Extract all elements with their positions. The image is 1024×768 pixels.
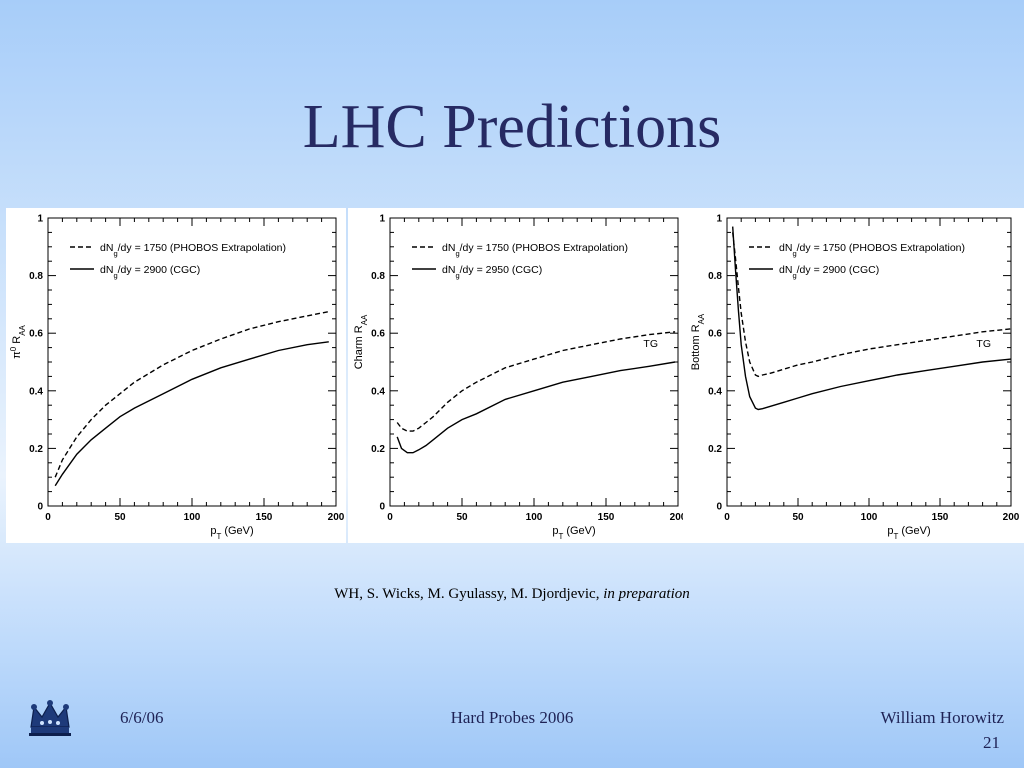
dashed-series-line <box>396 331 676 432</box>
y-tick-label: 0.6 <box>371 329 385 340</box>
y-tick-label: 0.2 <box>708 444 722 455</box>
legend-label: dNg/dy = 2950 (CGC) <box>442 264 542 280</box>
dashed-series-line <box>732 232 1012 378</box>
page-number: 21 <box>983 733 1000 752</box>
bottom-raa-chart: 0 50 100 150 200 0 0.2 0.4 0.6 0.8 1 pT (GeV) Bottom… <box>683 208 1024 543</box>
y-tick-label: 0.8 <box>371 271 385 282</box>
y-tick-label: 1 <box>37 214 43 225</box>
x-tick-label: 150 <box>256 512 273 523</box>
y-tick-label: 0.6 <box>708 329 722 340</box>
x-tick-label: 200 <box>1003 512 1020 523</box>
footer-event: Hard Probes 2006 <box>450 708 574 727</box>
y-tick-label: 0.4 <box>29 386 43 397</box>
y-tick-label: 0.2 <box>29 444 43 455</box>
plot-frame <box>47 217 337 507</box>
solid-series-line <box>732 226 1012 411</box>
y-tick-label: 0.2 <box>371 444 385 455</box>
x-axis-label: pT (GeV) <box>552 525 595 541</box>
slide-title: LHC Predictions <box>302 93 722 161</box>
legend-label: dNg/dy = 2900 (CGC) <box>779 264 879 280</box>
model-annotation: TG <box>976 338 991 350</box>
legend-label: dNg/dy = 1750 (PHOBOS Extrapolation) <box>442 242 628 258</box>
plot-frame <box>726 217 1012 507</box>
y-axis-label: π0 RAA <box>9 325 27 359</box>
x-tick-label: 50 <box>792 512 804 523</box>
x-tick-label: 50 <box>114 512 126 523</box>
y-tick-label: 0.8 <box>708 271 722 282</box>
dashed-series-line <box>54 310 329 478</box>
x-tick-label: 0 <box>724 512 730 523</box>
x-axis-label: pT (GeV) <box>887 525 930 541</box>
footer-author: William Horowitz <box>880 708 1004 727</box>
y-tick-label: 0.6 <box>29 329 43 340</box>
y-tick-label: 0 <box>379 502 385 513</box>
y-tick-label: 0.8 <box>29 271 43 282</box>
x-tick-label: 150 <box>932 512 949 523</box>
y-axis-label: Charm RAA <box>353 314 369 369</box>
x-axis-label: pT (GeV) <box>210 525 253 541</box>
x-tick-label: 0 <box>387 512 393 523</box>
y-tick-label: 0 <box>716 502 722 513</box>
crown-icon <box>26 699 74 744</box>
x-tick-label: 200 <box>328 512 345 523</box>
plot-frame <box>389 217 679 507</box>
pi0-raa-chart: 0 50 100 150 200 0 0.2 0.4 0.6 0.8 1 pT (GeV) π0 RAA… <box>6 208 346 543</box>
solid-series-line <box>396 361 676 454</box>
y-tick-label: 0 <box>37 502 43 513</box>
x-tick-label: 200 <box>670 512 687 523</box>
y-tick-label: 0.4 <box>371 386 385 397</box>
y-axis-label: Bottom RAA <box>690 313 706 370</box>
y-tick-label: 1 <box>716 214 722 225</box>
y-tick-label: 1 <box>379 214 385 225</box>
model-annotation: TG <box>643 338 658 350</box>
legend-label: dNg/dy = 1750 (PHOBOS Extrapolation) <box>100 242 286 258</box>
citation-authors: WH, S. Wicks, M. Gyulassy, M. Djordjevic… <box>334 586 604 602</box>
x-tick-label: 100 <box>861 512 878 523</box>
citation: WH, S. Wicks, M. Gyulassy, M. Djordjevic… <box>0 586 1024 603</box>
x-tick-label: 100 <box>526 512 543 523</box>
x-tick-label: 0 <box>45 512 51 523</box>
x-tick-label: 150 <box>598 512 615 523</box>
legend-label: dNg/dy = 1750 (PHOBOS Extrapolation) <box>779 242 965 258</box>
x-tick-label: 50 <box>456 512 468 523</box>
legend-label: dNg/dy = 2900 (CGC) <box>100 264 200 280</box>
x-tick-label: 100 <box>184 512 201 523</box>
charm-raa-chart: 0 50 100 150 200 0 0.2 0.4 0.6 0.8 1 pT (GeV) Charm … <box>348 208 690 543</box>
citation-status: in preparation <box>603 586 690 602</box>
footer-date: 6/6/06 <box>120 708 164 727</box>
y-tick-label: 0.4 <box>708 386 722 397</box>
solid-series-line <box>54 341 329 487</box>
